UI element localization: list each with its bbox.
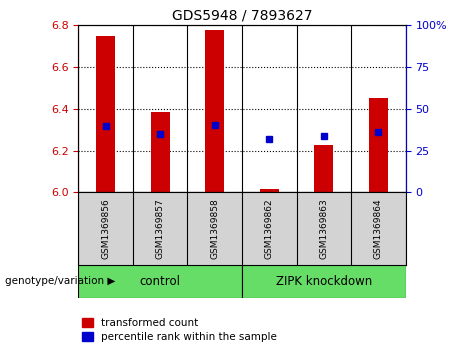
Text: genotype/variation ▶: genotype/variation ▶ <box>5 276 115 286</box>
Bar <box>242 265 406 298</box>
Bar <box>314 146 333 192</box>
Text: ZIPK knockdown: ZIPK knockdown <box>276 275 372 288</box>
Bar <box>205 30 225 192</box>
Bar <box>151 112 170 192</box>
Bar <box>260 189 279 192</box>
Text: control: control <box>140 275 181 288</box>
Legend: transformed count, percentile rank within the sample: transformed count, percentile rank withi… <box>78 314 281 347</box>
Text: GSM1369857: GSM1369857 <box>156 198 165 259</box>
Bar <box>96 36 115 192</box>
Text: GSM1369864: GSM1369864 <box>374 198 383 259</box>
Text: GSM1369863: GSM1369863 <box>319 198 328 259</box>
Bar <box>78 265 242 298</box>
Text: GSM1369856: GSM1369856 <box>101 198 110 259</box>
Text: GSM1369858: GSM1369858 <box>210 198 219 259</box>
Title: GDS5948 / 7893627: GDS5948 / 7893627 <box>172 9 312 23</box>
Text: GSM1369862: GSM1369862 <box>265 198 274 259</box>
Bar <box>369 98 388 192</box>
